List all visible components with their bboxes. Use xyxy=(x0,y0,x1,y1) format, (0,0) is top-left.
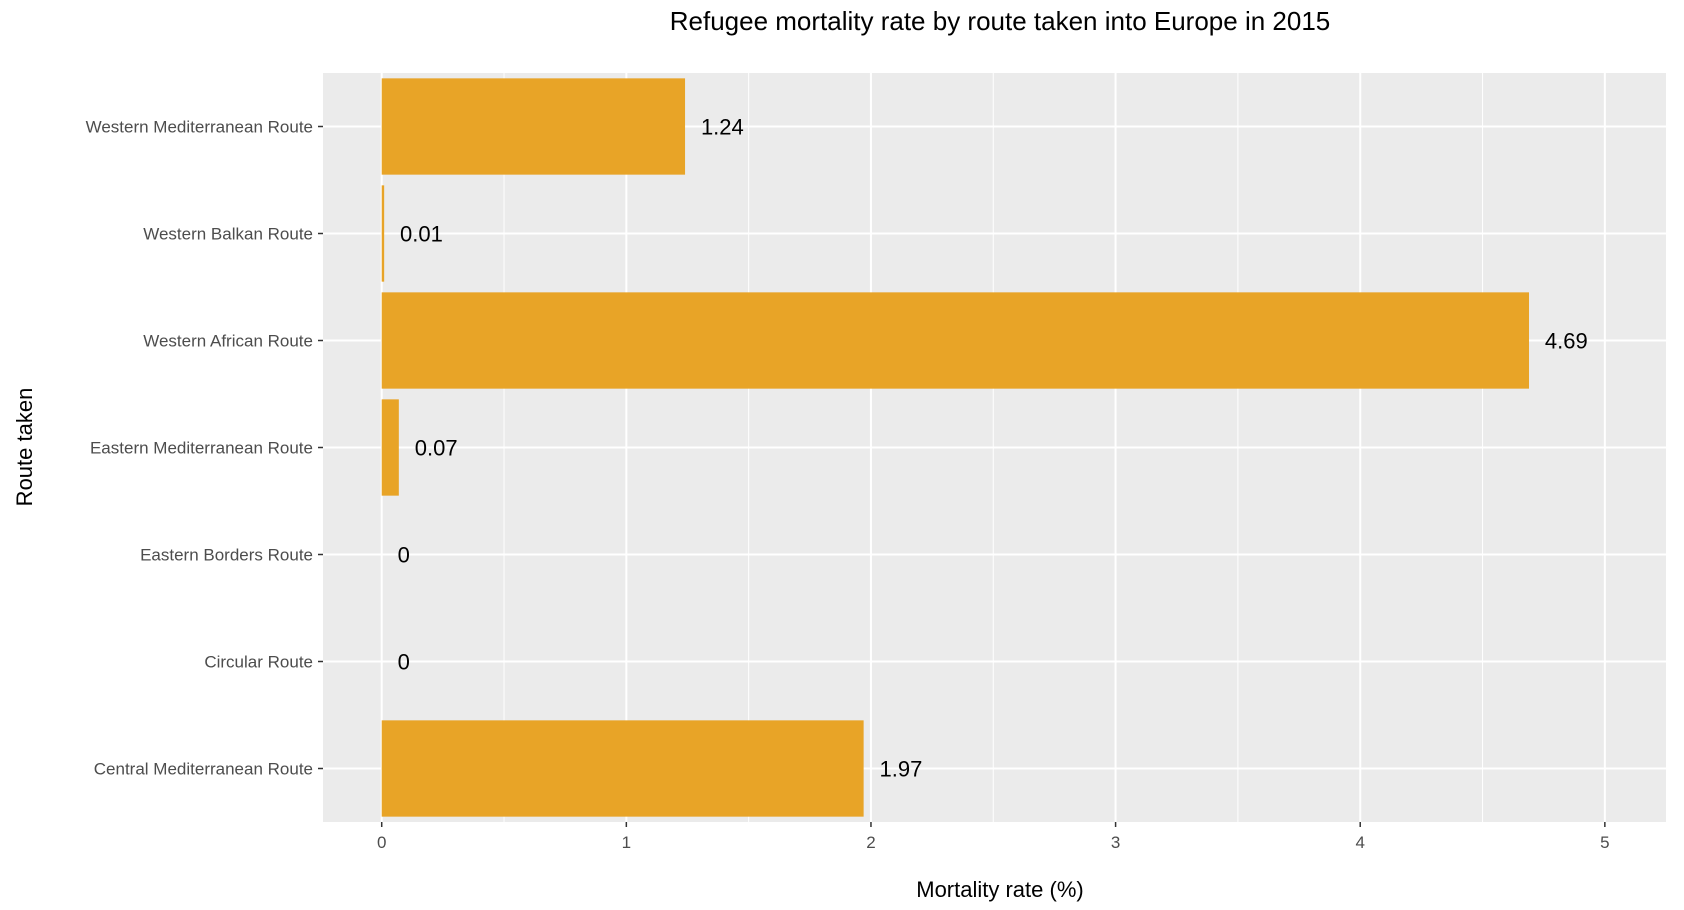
x-tick-label: 3 xyxy=(1111,833,1120,852)
x-tick-label: 4 xyxy=(1355,833,1364,852)
value-label: 0.07 xyxy=(415,436,458,461)
y-tick-label: Western African Route xyxy=(143,332,313,351)
y-tick-label: Western Balkan Route xyxy=(143,225,313,244)
bars xyxy=(381,78,1530,817)
value-labels: 1.97 0 0 0.07 4.69 0.01 1.24 xyxy=(398,115,1588,782)
x-tick-label: 2 xyxy=(866,833,875,852)
x-axis-title: Mortality rate (%) xyxy=(916,877,1083,902)
value-label: 0.01 xyxy=(400,222,443,247)
value-label: 4.69 xyxy=(1545,329,1588,354)
y-tick-label: Eastern Mediterranean Route xyxy=(90,439,313,458)
value-label: 0 xyxy=(398,650,410,675)
x-axis: 0 1 2 3 4 5 xyxy=(377,822,1610,852)
bar xyxy=(381,292,1530,389)
x-tick-label: 0 xyxy=(377,833,386,852)
x-tick-label: 1 xyxy=(622,833,631,852)
bar xyxy=(381,78,686,175)
y-tick-label: Western Mediterranean Route xyxy=(86,118,313,137)
y-axis: Central Mediterranean Route Circular Rout… xyxy=(86,118,323,779)
y-tick-label: Circular Route xyxy=(204,653,313,672)
bar xyxy=(381,185,385,282)
bar xyxy=(381,399,399,496)
y-tick-label: Eastern Borders Route xyxy=(140,546,313,565)
y-axis-title: Route taken xyxy=(12,388,37,507)
bar xyxy=(381,720,864,817)
y-tick-label: Central Mediterranean Route xyxy=(94,760,313,779)
value-label: 1.24 xyxy=(701,115,744,140)
value-label: 1.97 xyxy=(880,757,923,782)
x-tick-label: 5 xyxy=(1600,833,1609,852)
value-label: 0 xyxy=(398,543,410,568)
chart-title: Refugee mortality rate by route taken in… xyxy=(670,6,1331,36)
